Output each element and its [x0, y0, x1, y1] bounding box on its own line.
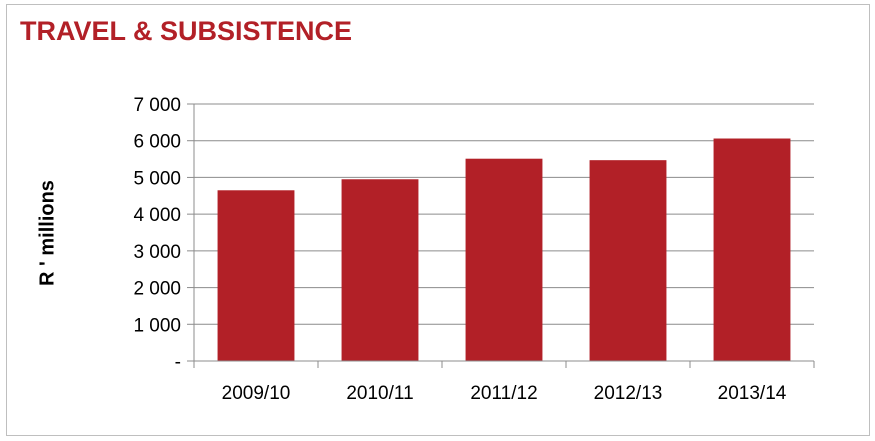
x-tick-label: 2009/10	[222, 383, 291, 404]
bar-2012-13	[589, 160, 667, 361]
y-tick-label: 3 000	[133, 242, 181, 263]
y-tick-label: 1 000	[133, 315, 181, 336]
chart-title: TRAVEL & SUBSISTENCE	[20, 16, 353, 46]
y-tick-label: 6 000	[133, 132, 181, 153]
y-tick-label: 2 000	[133, 279, 181, 300]
y-tick-label: 7 000	[133, 95, 181, 116]
bar-2010-11	[341, 179, 419, 361]
y-tick-label: 4 000	[133, 205, 181, 226]
y-tick-label: 5 000	[133, 168, 181, 189]
x-tick-label: 2011/12	[470, 383, 537, 404]
y-tick-label: -	[175, 352, 181, 373]
bar-2011-12	[465, 158, 543, 361]
bar-2009-10	[217, 190, 295, 361]
x-tick-label: 2012/13	[594, 383, 663, 404]
x-tick-label: 2013/14	[718, 383, 787, 404]
bar-2013-14	[713, 138, 791, 361]
x-tick-label: 2010/11	[346, 383, 413, 404]
